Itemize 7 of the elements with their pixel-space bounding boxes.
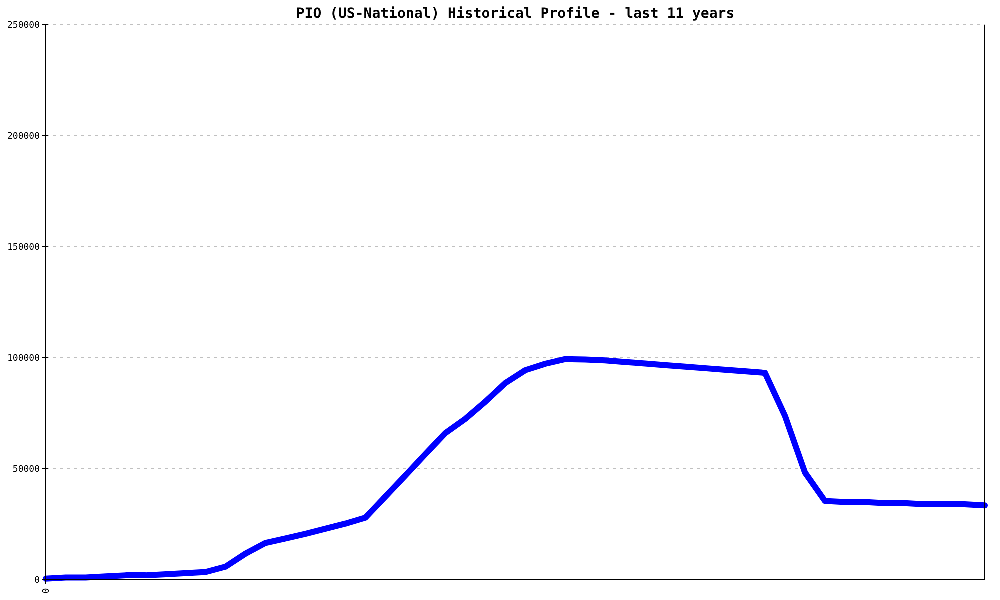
y-tick-label: 100000 [7, 354, 40, 364]
chart-title: PIO (US-National) Historical Profile - last 11 years [296, 6, 735, 22]
y-tick-label: 200000 [7, 132, 40, 142]
y-tick-label: 250000 [7, 21, 40, 32]
category-label: 0 [42, 588, 52, 594]
y-tick-label: 150000 [7, 243, 40, 254]
y-tick-label: 50000 [12, 465, 40, 476]
